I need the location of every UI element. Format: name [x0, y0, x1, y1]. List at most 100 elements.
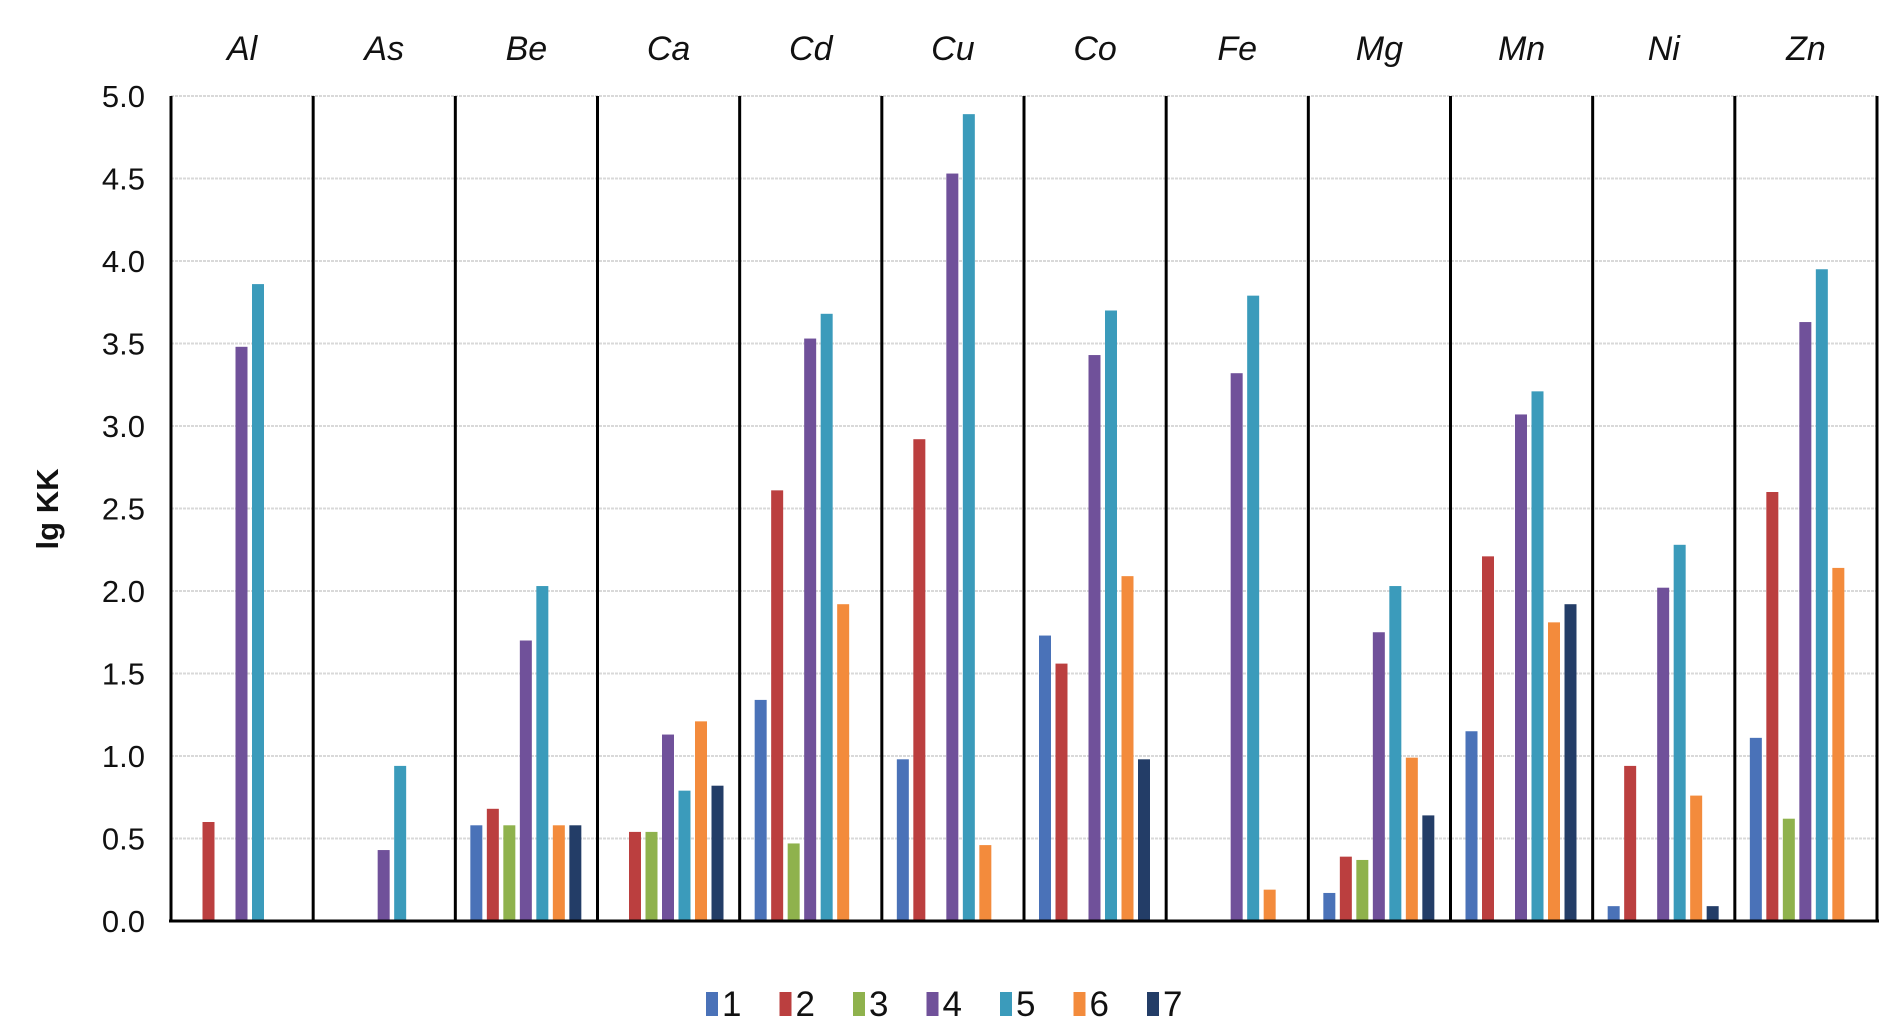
bar-Fe-series-6	[1263, 889, 1276, 921]
category-label: Al	[225, 30, 259, 68]
y-tick-label: 2.5	[102, 492, 145, 527]
bar-Ca-series-7	[711, 785, 724, 921]
bar-Ni-series-2	[1624, 765, 1637, 921]
bar-Cd-series-5	[820, 313, 833, 921]
bar-Co-series-7	[1138, 759, 1150, 921]
legend: 1 2 3 4 5 6 7	[706, 985, 1182, 1024]
bar-Zn-series-2	[1766, 492, 1779, 921]
bar-Mn-series-6	[1548, 622, 1560, 921]
legend-swatch	[1147, 992, 1159, 1016]
bar-Mg-series-1	[1323, 892, 1336, 921]
bar-Cu-series-1	[896, 759, 909, 921]
bar-Cu-series-6	[979, 845, 992, 921]
legend-swatch	[779, 992, 792, 1016]
bar-Ca-series-2	[629, 831, 641, 921]
bar-Cd-series-2	[771, 490, 784, 921]
legend-label: 7	[1163, 985, 1182, 1024]
y-tick-label: 3.5	[102, 327, 145, 362]
bar-Fe-series-5	[1247, 295, 1260, 921]
bar-Be-series-6	[552, 825, 565, 921]
bar-Al-series-4	[235, 346, 248, 921]
bar-Co-series-1	[1039, 635, 1051, 921]
category-label: Cd	[789, 30, 834, 68]
bar-Cu-series-5	[962, 114, 975, 921]
bar-Al-series-5	[252, 284, 264, 922]
bar-Zn-series-4	[1799, 322, 1812, 921]
bar-As-series-5	[394, 765, 407, 921]
bar-Cu-series-4	[946, 173, 959, 922]
bar-Mg-series-2	[1339, 856, 1352, 921]
bar-Be-series-2	[486, 808, 499, 921]
bar-Cd-series-1	[754, 699, 767, 921]
bar-Al-series-2	[202, 822, 215, 921]
legend-label: 5	[1016, 985, 1035, 1024]
bar-Be-series-5	[536, 586, 549, 921]
bar-Mg-series-4	[1372, 632, 1385, 921]
bar-Ni-series-5	[1673, 544, 1686, 921]
bar-Mn-series-7	[1564, 604, 1577, 921]
y-tick-label: 2.0	[102, 574, 145, 609]
y-tick-label: 3.0	[102, 409, 145, 444]
legend-label: 2	[796, 985, 815, 1024]
legend-swatch	[1000, 992, 1012, 1016]
bar-Ca-series-4	[662, 734, 674, 921]
bar-Co-series-4	[1088, 355, 1101, 921]
bar-Mg-series-5	[1389, 586, 1402, 921]
legend-label: 3	[869, 985, 888, 1024]
bar-Zn-series-1	[1749, 737, 1762, 921]
category-label: Ni	[1648, 30, 1682, 68]
legend-swatch	[853, 992, 865, 1016]
bar-Co-series-2	[1055, 663, 1068, 921]
bar-Cd-series-6	[837, 604, 850, 921]
bar-Co-series-5	[1105, 310, 1117, 921]
y-tick-label: 0.0	[102, 904, 145, 939]
bar-Zn-series-3	[1782, 818, 1795, 921]
bar-Cd-series-3	[787, 843, 800, 921]
bar-Be-series-4	[519, 640, 532, 921]
y-tick-label: 0.5	[102, 822, 145, 857]
bar-Ni-series-6	[1690, 795, 1703, 921]
category-label: As	[362, 30, 404, 68]
bar-Mn-series-5	[1531, 391, 1544, 922]
legend-label: 4	[943, 985, 962, 1024]
category-label: Ca	[647, 30, 690, 68]
y-tick-label: 1.0	[102, 739, 145, 774]
bar-Cd-series-4	[804, 338, 817, 921]
category-label: Mn	[1498, 30, 1545, 68]
bar-Mg-series-3	[1356, 859, 1369, 921]
bar-Be-series-3	[503, 825, 516, 921]
bar-Ca-series-5	[678, 790, 691, 921]
category-label: Mg	[1356, 30, 1403, 68]
category-label: Zn	[1785, 30, 1826, 68]
y-axis-label: lg KK	[30, 468, 65, 550]
bar-Be-series-1	[470, 825, 483, 921]
bar-Mn-series-1	[1465, 731, 1478, 921]
category-label: Co	[1073, 30, 1116, 68]
legend-swatch	[926, 992, 939, 1016]
bar-As-series-4	[377, 850, 390, 921]
bar-Mn-series-2	[1482, 556, 1494, 921]
y-tick-label: 5.0	[102, 79, 145, 114]
bar-Co-series-6	[1121, 576, 1134, 921]
legend-swatch	[1073, 992, 1086, 1016]
y-tick-label: 4.0	[102, 244, 145, 279]
category-label: Fe	[1217, 30, 1257, 68]
bar-Ni-series-4	[1657, 587, 1670, 921]
y-tick-label: 1.5	[102, 657, 145, 692]
bar-Ni-series-7	[1706, 906, 1719, 921]
bar-Ni-series-1	[1607, 906, 1620, 921]
legend-label: 6	[1090, 985, 1109, 1024]
bar-Cu-series-2	[913, 439, 926, 921]
y-tick-label: 4.5	[102, 162, 145, 197]
bar-Zn-series-5	[1815, 269, 1828, 921]
bar-Mg-series-6	[1405, 757, 1418, 921]
legend-swatch	[706, 992, 718, 1016]
bar-Mg-series-7	[1422, 815, 1435, 921]
category-label: Cu	[931, 30, 975, 68]
bar-Be-series-7	[569, 825, 582, 921]
bar-Fe-series-4	[1230, 373, 1243, 921]
legend-label: 1	[722, 985, 741, 1024]
bar-Zn-series-6	[1832, 567, 1845, 921]
bar-Ca-series-3	[645, 831, 658, 921]
